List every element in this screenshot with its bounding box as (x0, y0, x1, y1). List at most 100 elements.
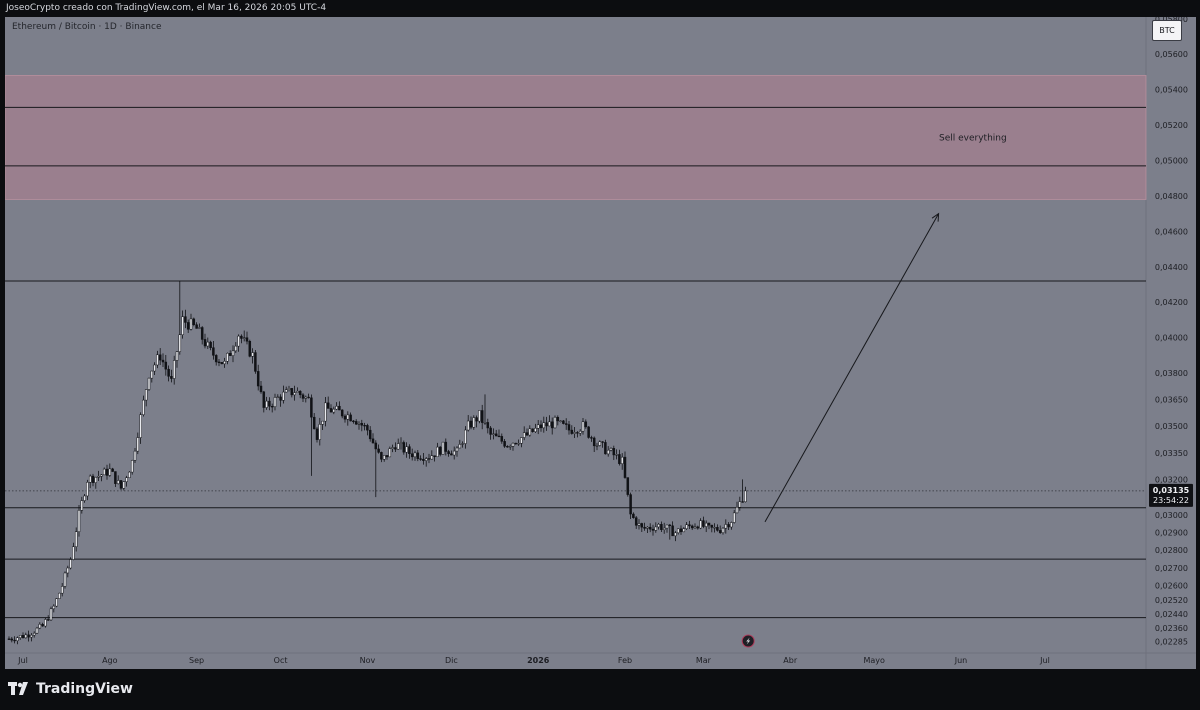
candle-body (744, 490, 747, 503)
y-tick-label: 0,02900 (1155, 529, 1188, 538)
candle-body (458, 444, 462, 449)
candle-body (710, 524, 714, 528)
candle-body (396, 443, 400, 450)
candle-body (416, 452, 420, 459)
candle-body (727, 524, 730, 528)
candle-body (660, 524, 663, 530)
candle-body (511, 442, 515, 447)
candle-body (161, 359, 165, 363)
candle-body (88, 475, 92, 483)
candle-body (626, 477, 630, 495)
price-chart[interactable]: Sell everything0,058000,056000,054000,05… (5, 17, 1196, 669)
candle-body (198, 327, 201, 329)
candle-body (480, 410, 484, 423)
candle-body (21, 635, 25, 639)
candle-body (528, 428, 532, 436)
candle-body (38, 623, 42, 629)
y-tick-label: 0,03000 (1155, 511, 1188, 520)
candle-body (492, 433, 495, 435)
candle-body (178, 334, 182, 352)
candle-body (284, 389, 288, 393)
candle-body (517, 443, 520, 445)
candle-body (424, 458, 428, 461)
candle-body (410, 453, 414, 458)
candle-body (469, 420, 473, 428)
candle-body (279, 396, 282, 401)
candle-body (251, 352, 254, 357)
candle-body (475, 417, 478, 422)
candle-body (265, 400, 268, 408)
candle-body (195, 324, 198, 329)
candle-body (248, 341, 252, 357)
candle-body (483, 422, 487, 424)
candle-body (601, 441, 604, 443)
candle-body (377, 448, 380, 453)
top-caption-bar: JoseoCrypto creado con TradingView.com, … (0, 0, 1200, 17)
candle-body (46, 619, 50, 621)
candle-body (609, 448, 613, 451)
lightning-icon (746, 637, 751, 645)
candle-body (525, 432, 529, 436)
candle-body (55, 598, 58, 607)
y-tick-label: 0,04000 (1155, 334, 1188, 343)
candle-body (318, 424, 322, 440)
candle-body (450, 453, 453, 456)
candle-body (310, 397, 313, 418)
candle-body (615, 454, 618, 456)
candle-body (80, 500, 84, 511)
candle-body (598, 441, 602, 446)
candle-body (539, 424, 543, 429)
candle-body (125, 477, 128, 482)
arrow-line (764, 213, 940, 523)
candle-body (632, 513, 635, 518)
candle-body (472, 417, 476, 428)
candle-body (399, 442, 403, 444)
candle-body (192, 318, 196, 325)
candle-body (32, 632, 36, 636)
candle-body (724, 524, 728, 529)
candle-body (200, 327, 204, 340)
candle-body (217, 361, 221, 363)
candle-body (105, 468, 109, 476)
candle-body (214, 355, 218, 363)
candle-body (366, 425, 369, 431)
candle-body (321, 420, 324, 425)
y-tick-label: 0,05600 (1155, 50, 1188, 59)
candle-body (567, 424, 571, 431)
x-tick-label: Abr (783, 656, 798, 665)
x-tick-label: Jun (954, 656, 968, 665)
candle-body (52, 605, 56, 610)
candle-body (371, 438, 375, 444)
candle-body (94, 477, 98, 483)
y-tick-label: 0,05400 (1155, 86, 1188, 95)
candle-body (69, 559, 72, 569)
candle-body (452, 450, 456, 456)
candle-body (578, 430, 582, 434)
candle-body (262, 391, 266, 408)
candle-body (164, 361, 168, 370)
candle-body (100, 474, 103, 477)
tradingview-logo[interactable]: TradingView (8, 681, 133, 697)
candle-body (693, 526, 697, 529)
candle-body (175, 351, 179, 361)
candle-body (606, 449, 610, 455)
candle-body (212, 347, 215, 356)
candle-body (223, 361, 226, 365)
candle-body (7, 638, 11, 640)
y-tick-label: 0,03650 (1155, 396, 1188, 405)
candle-body (422, 458, 425, 461)
candle-body (679, 528, 683, 533)
candle-body (226, 353, 229, 362)
candle-body (648, 526, 652, 530)
candle-body (408, 446, 411, 454)
candle-body (315, 428, 319, 440)
candle-body (576, 432, 579, 434)
candle-body (696, 526, 700, 529)
x-tick-label: Dic (445, 656, 458, 665)
candle-body (531, 428, 534, 432)
currency-button[interactable]: BTC (1152, 20, 1182, 41)
candle-body (326, 402, 330, 409)
candle-body (545, 422, 548, 427)
candle-body (83, 495, 86, 501)
candle-body (564, 423, 568, 425)
